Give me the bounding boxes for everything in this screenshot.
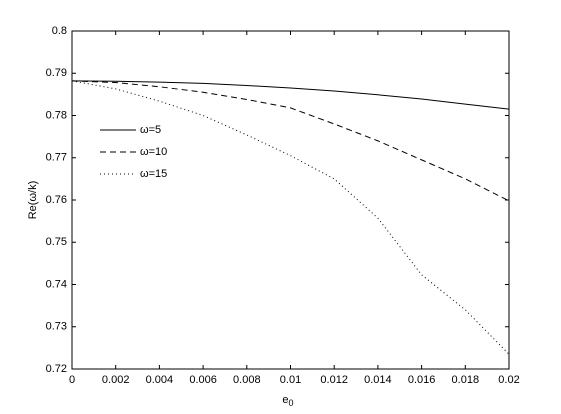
plot-frame — [71, 30, 510, 370]
legend-label: ω=5 — [140, 124, 161, 136]
y-tick-label: 0.79 — [46, 67, 67, 79]
x-tick-label: 0.01 — [280, 374, 301, 386]
y-tick-label: 0.74 — [46, 278, 67, 290]
x-tick-label: 0.004 — [146, 374, 174, 386]
x-tick-label: 0.006 — [189, 374, 217, 386]
x-axis-label: e0 — [282, 394, 293, 408]
x-tick-label: 0.008 — [233, 374, 261, 386]
x-tick-label: 0.018 — [452, 374, 480, 386]
y-tick-label: 0.75 — [46, 236, 67, 248]
line-series — [71, 80, 510, 202]
y-tick-label: 0.8 — [52, 25, 67, 37]
x-label-subscript: 0 — [289, 398, 294, 408]
x-tick-label: 0.016 — [408, 374, 436, 386]
y-tick-label: 0.73 — [46, 321, 67, 333]
line-series — [71, 80, 510, 110]
legend-label: ω=15 — [140, 168, 167, 180]
y-tick-label: 0.78 — [46, 109, 67, 121]
y-axis-label: Re(ω/k) — [27, 181, 39, 220]
y-tick-label: 0.76 — [46, 194, 67, 206]
y-tick-label: 0.77 — [46, 152, 67, 164]
x-label-text: e — [282, 394, 288, 406]
x-tick-label: 0 — [69, 374, 75, 386]
x-tick-label: 0.012 — [320, 374, 348, 386]
x-tick-label: 0.002 — [102, 374, 130, 386]
x-tick-label: 0.02 — [498, 374, 519, 386]
y-tick-label: 0.72 — [46, 363, 67, 375]
x-tick-label: 0.014 — [364, 374, 392, 386]
legend-label: ω=10 — [140, 146, 167, 158]
